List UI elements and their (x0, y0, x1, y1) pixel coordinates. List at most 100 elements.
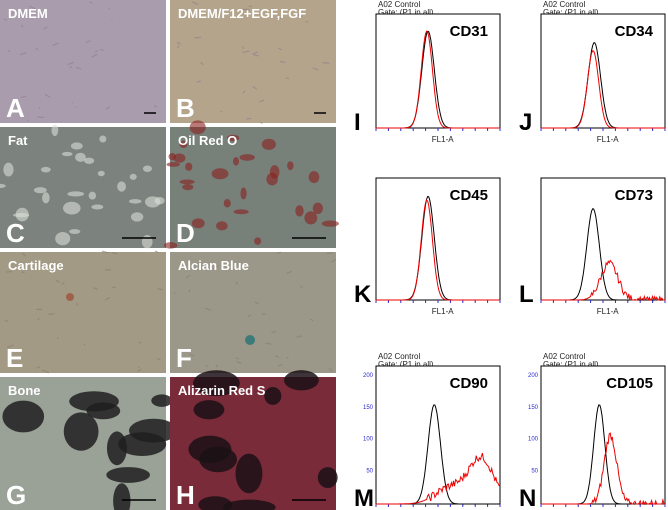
cell-blob (182, 183, 194, 191)
cell-blob (51, 124, 59, 137)
cell-streak (188, 289, 191, 293)
cell-blob (188, 435, 232, 463)
photo-panel: Oil Red O D (163, 120, 339, 249)
cell-blob (191, 218, 205, 229)
cell-blob (211, 168, 229, 180)
histogram-curve (376, 452, 501, 505)
cell-streak (286, 356, 289, 360)
plot-frame (375, 177, 501, 301)
cell-blob (3, 162, 14, 177)
cell-streak (322, 62, 330, 64)
cell-streak (89, 1, 93, 4)
cell-streak (138, 341, 142, 344)
cell-streak (44, 93, 51, 98)
marker-label: CD90 (450, 375, 488, 392)
stain (245, 335, 255, 345)
panel-letter: I (354, 109, 361, 136)
cell-blob (99, 135, 107, 143)
cell-blob (154, 197, 165, 205)
cell-streak (258, 99, 265, 103)
cell-streak (35, 47, 39, 51)
panel-letter: E (6, 343, 23, 373)
cell-blob (61, 151, 73, 157)
cell-blob (69, 229, 81, 234)
cell-streak (309, 318, 314, 322)
cell-blob (261, 138, 276, 150)
cell-streak (67, 61, 74, 66)
cell-blob (142, 165, 152, 172)
y-tick-label: 150 (528, 405, 539, 411)
photo-background (170, 252, 336, 373)
photo-caption: Alizarin Red S (178, 383, 266, 398)
histogram-curve (541, 432, 666, 506)
y-tick-label: 100 (528, 437, 539, 443)
cell-blob (287, 161, 294, 171)
histogram-panel: CD45 K FL1-A (354, 177, 501, 316)
cell-streak (4, 319, 8, 322)
panel-letter: B (176, 93, 195, 123)
cell-blob (91, 204, 104, 210)
cell-blob (240, 187, 247, 200)
panel-letter: N (519, 485, 536, 510)
cell-blob (67, 191, 85, 197)
cell-streak (176, 105, 184, 109)
cell-streak (111, 252, 118, 255)
cell-blob (106, 431, 127, 466)
panel-letter: A (6, 93, 25, 123)
photo-caption: DMEM/F12+EGF,FGF (178, 6, 306, 21)
photo-caption: DMEM (8, 6, 48, 21)
plot-header: A02 Control (378, 352, 420, 361)
cell-streak (137, 368, 142, 372)
panel-letter: F (176, 343, 192, 373)
cell-streak (326, 252, 333, 255)
histogram-panel: CD73 L FL1-A (519, 177, 666, 316)
y-tick-label: 50 (531, 468, 538, 474)
cell-streak (253, 54, 259, 57)
cell-blob (84, 157, 95, 164)
x-axis-label: FL1-A (432, 307, 454, 316)
cell-blob (63, 412, 99, 451)
cell-streak (213, 264, 219, 268)
cell-streak (239, 265, 242, 268)
cell-streak (246, 117, 252, 120)
plot-header: Gate: (P1 in all) (378, 360, 434, 369)
plot-header: A02 Control (543, 0, 585, 9)
cell-blob (226, 134, 240, 142)
photo-panel: Alizarin Red S H (170, 370, 338, 510)
cell-blob (63, 201, 81, 215)
cell-streak (277, 363, 283, 367)
cell-blob (33, 187, 47, 194)
marker-label: CD31 (450, 23, 488, 40)
marker-label: CD34 (615, 23, 654, 40)
cell-blob (321, 220, 339, 227)
cell-blob (151, 394, 173, 407)
cell-streak (20, 95, 27, 99)
cell-blob (266, 172, 278, 186)
cell-streak (173, 292, 176, 295)
cell-streak (265, 342, 272, 345)
cell-streak (278, 16, 283, 20)
cell-blob (106, 467, 150, 483)
cell-streak (36, 366, 41, 369)
cell-streak (61, 281, 65, 286)
cell-blob (15, 207, 29, 222)
cell-streak (215, 364, 219, 368)
cell-streak (261, 312, 266, 315)
cell-streak (157, 288, 164, 291)
cell-streak (19, 52, 27, 56)
plot-frame (540, 13, 666, 129)
cell-streak (235, 357, 240, 360)
cell-blob (223, 199, 231, 208)
cell-streak (28, 5, 36, 10)
cell-streak (99, 48, 104, 51)
panel-letter: G (6, 480, 26, 510)
cell-streak (69, 65, 73, 69)
cell-streak (154, 250, 158, 253)
cell-blob (179, 140, 188, 149)
cell-streak (41, 369, 50, 374)
cell-blob (317, 467, 338, 489)
cell-blob (129, 418, 178, 443)
cell-streak (242, 90, 246, 94)
cell-blob (0, 183, 6, 188)
